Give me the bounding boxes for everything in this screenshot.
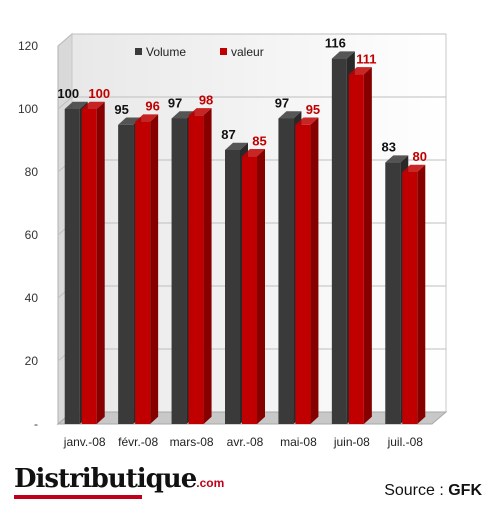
logo-text: Distributique <box>14 464 197 494</box>
bar-valeur-4 <box>295 117 319 425</box>
bar-front <box>188 115 204 425</box>
bar-top <box>64 101 88 109</box>
bar-valeur-5 <box>348 67 372 425</box>
bar-side <box>96 101 105 425</box>
bar-top <box>402 164 426 172</box>
y-tick-label: 60 <box>25 228 39 242</box>
data-label-volume: 87 <box>221 127 235 142</box>
y-tick-label: 20 <box>25 354 39 368</box>
bar-top <box>295 117 319 125</box>
bar-top <box>278 111 302 119</box>
data-label-volume: 97 <box>168 95 182 110</box>
x-tick-label: mars-08 <box>170 435 214 449</box>
x-tick-label: mai-08 <box>280 435 317 449</box>
x-tick-label: juil.-08 <box>387 435 424 449</box>
bar-front <box>295 124 311 424</box>
legend: Volume valeur <box>135 45 264 59</box>
bar-front <box>81 109 97 424</box>
bar-top <box>81 101 105 109</box>
bar-front <box>118 124 134 424</box>
source-value: GFK <box>448 482 482 499</box>
bar-top <box>331 51 355 59</box>
y-tick-label: 100 <box>18 102 38 116</box>
bar-top <box>171 111 195 119</box>
legend-item-valeur: valeur <box>220 45 264 59</box>
bar-front <box>64 109 80 424</box>
data-label-valeur: 100 <box>88 86 110 101</box>
logo-suffix: .com <box>196 476 225 490</box>
y-tick-label: 120 <box>18 39 38 53</box>
bar-front <box>135 121 151 424</box>
data-label-volume: 97 <box>275 95 289 110</box>
bar-top <box>188 108 212 116</box>
bar-chart: - 20 40 60 80 100 120 100 100 95 96 97 98 87 85 97 95 11… <box>18 32 448 449</box>
y-tick-label: 40 <box>25 291 39 305</box>
legend-swatch <box>220 48 227 55</box>
bar-front <box>225 149 240 424</box>
y-tick-label: - <box>34 417 38 431</box>
legend-item-volume: Volume <box>135 45 186 59</box>
bar-front <box>385 162 401 425</box>
bar-front <box>348 74 364 424</box>
bars <box>64 51 426 425</box>
source-label: Source : <box>384 482 449 499</box>
data-label-valeur: 111 <box>356 51 376 66</box>
data-label-valeur: 85 <box>252 133 266 148</box>
bar-valeur-2 <box>188 108 212 425</box>
bar-valeur-3 <box>242 149 265 425</box>
bar-valeur-6 <box>402 164 426 425</box>
x-tick-label: juin-08 <box>333 435 370 449</box>
gridline <box>57 33 446 47</box>
bar-top <box>242 149 265 157</box>
x-tick-label: janv.-08 <box>63 435 106 449</box>
bar-side <box>203 108 212 424</box>
y-axis: - 20 40 60 80 100 120 <box>18 39 38 431</box>
source-note: Source : GFK <box>384 482 482 500</box>
bar-valeur-1 <box>135 114 159 425</box>
bar-side <box>310 117 319 425</box>
y-tick-label: 80 <box>25 165 39 179</box>
legend-label: valeur <box>231 45 264 59</box>
bar-top <box>225 142 248 150</box>
bar-side <box>257 149 265 425</box>
data-label-volume: 83 <box>382 140 396 155</box>
data-label-volume: 116 <box>325 36 346 51</box>
x-tick-label: avr.-08 <box>227 435 264 449</box>
bar-front <box>331 58 347 424</box>
footer: Distributique.com Source : GFK <box>0 462 502 507</box>
bar-front <box>171 118 187 424</box>
bar-front <box>242 156 257 424</box>
distributique-logo: Distributique.com <box>14 464 224 494</box>
bar-side <box>150 114 159 425</box>
bar-top <box>135 114 159 122</box>
bar-side <box>363 67 372 425</box>
data-label-volume: 100 <box>57 86 79 101</box>
data-labels: 100 100 95 96 97 98 87 85 97 95 116 111 83 80 <box>57 36 427 164</box>
bar-top <box>348 67 372 75</box>
x-tick-label: févr.-08 <box>118 435 158 449</box>
data-label-valeur: 96 <box>145 99 159 114</box>
data-label-valeur: 95 <box>306 102 320 117</box>
legend-label: Volume <box>146 45 186 59</box>
bar-top <box>118 117 142 125</box>
bar-side <box>417 164 426 425</box>
gridline <box>57 96 446 110</box>
data-label-volume: 95 <box>114 102 128 117</box>
legend-swatch <box>135 48 142 55</box>
bar-front <box>402 172 418 424</box>
data-label-valeur: 98 <box>199 92 213 107</box>
logo-underline <box>14 495 142 499</box>
bar-valeur-0 <box>81 101 105 425</box>
bar-front <box>278 118 294 424</box>
bar-top <box>385 155 409 163</box>
x-axis: janv.-08 févr.-08 mars-08 avr.-08 mai-08 juin… <box>63 435 423 449</box>
data-label-valeur: 80 <box>413 149 427 164</box>
